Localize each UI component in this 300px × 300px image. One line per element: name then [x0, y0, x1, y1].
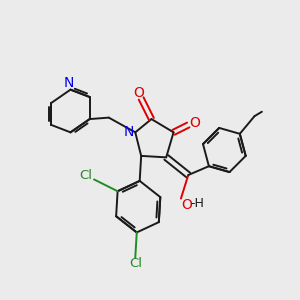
Text: O: O — [189, 116, 200, 130]
Text: N: N — [124, 125, 134, 139]
Text: -H: -H — [190, 197, 204, 210]
Text: N: N — [64, 76, 74, 90]
Text: Cl: Cl — [79, 169, 92, 182]
Text: Cl: Cl — [129, 257, 142, 271]
Text: O: O — [181, 198, 192, 212]
Text: O: O — [134, 85, 144, 100]
